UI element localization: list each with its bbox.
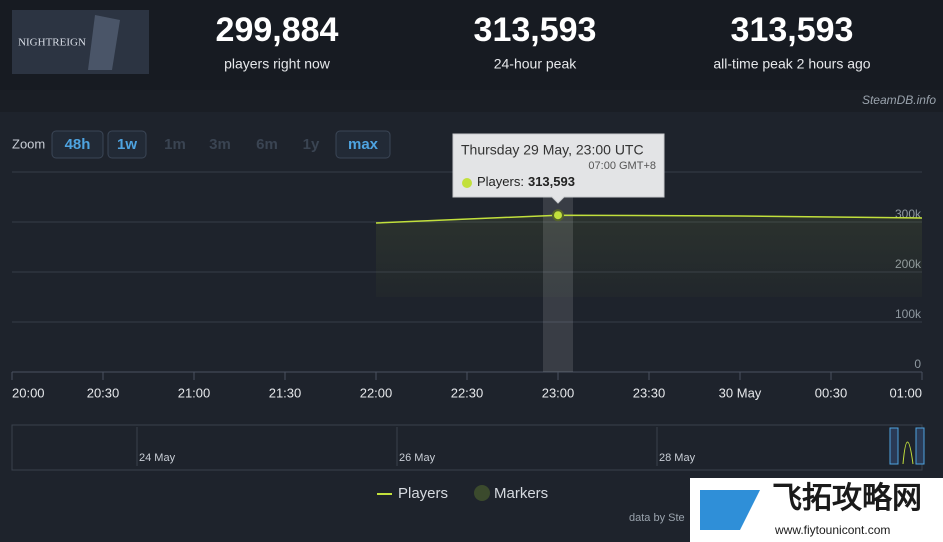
zoom-button-label[interactable]: 1w [117, 136, 137, 153]
zoom-button[interactable] [335, 130, 391, 159]
x-tick-label: 21:00 [178, 385, 211, 400]
tooltip-title: Thursday 29 May, 23:00 UTC [461, 142, 644, 158]
navigator-label: 24 May [139, 452, 176, 464]
x-tick-label: 00:30 [815, 385, 848, 400]
stat-value: 299,884 [216, 11, 339, 49]
line [375, 214, 923, 224]
legend-label[interactable]: Markers [494, 485, 548, 502]
x-tick-label: 30 May [719, 385, 762, 400]
x-tick-label: 20:00 [12, 385, 45, 400]
game-image [12, 10, 149, 74]
zoom-button[interactable] [107, 130, 147, 159]
watermark: 飞拓攻略网 [772, 482, 922, 515]
zoom-button[interactable] [51, 130, 104, 159]
x-tick-label: 22:00 [360, 385, 393, 400]
legend-label[interactable]: Players [398, 485, 448, 502]
watermark-logo [700, 490, 760, 530]
x-tick-label: 22:30 [451, 385, 484, 400]
x-tick-label: 21:30 [269, 385, 302, 400]
zoom-button-label[interactable]: 1y [303, 136, 320, 153]
stat-label: all-time peak 2 hours ago [713, 56, 870, 72]
credit: data by Ste [629, 512, 685, 524]
stat-label: players right now [224, 56, 331, 72]
legend: Players Markers [377, 485, 548, 502]
crosshair [543, 192, 573, 372]
watermark-url: www.fiytounicont.com [774, 523, 890, 537]
header-band [0, 0, 943, 90]
x-tick-label: 23:30 [633, 385, 666, 400]
plot: 0100k200k300k20:0020:3021:0021:3022:0022… [11, 133, 923, 400]
zoom-button-label[interactable]: max [348, 136, 379, 153]
tooltip [452, 133, 665, 204]
stat-value: 313,593 [731, 11, 854, 49]
navigator-label: 26 May [399, 452, 436, 464]
y-tick-label: 0 [914, 357, 921, 371]
tooltip-label: Players: 313,593 [477, 174, 575, 189]
zoom-label: Zoom [12, 136, 45, 151]
zoom-button-label[interactable]: 3m [209, 136, 231, 153]
image-figure [88, 15, 120, 70]
zoom-buttons: 48h 1w 1m 3m 6m 1y max [51, 130, 391, 159]
navigator-line [902, 441, 914, 465]
y-tick-label: 100k [895, 307, 922, 321]
area [376, 215, 922, 297]
navigator-label: 28 May [659, 452, 696, 464]
tooltip-series: Players: [477, 174, 524, 189]
source-band [0, 90, 943, 112]
point[interactable] [552, 209, 564, 222]
x-tick-label: 23:00 [542, 385, 575, 400]
tooltip-swatch [462, 178, 472, 188]
game-title: NIGHTREIGN [18, 37, 86, 49]
x-tick-label: 01:00 [889, 385, 922, 400]
navigator-ticks: 24 May 26 May 28 May [136, 427, 696, 466]
legend-swatch [474, 485, 490, 501]
tooltip-value: 313,593 [528, 174, 575, 189]
stat-value: 313,593 [474, 11, 597, 49]
zoom-button-label[interactable]: 6m [256, 136, 278, 153]
x-tick-label: 20:30 [87, 385, 120, 400]
stat-label: 24-hour peak [494, 56, 578, 72]
zoom-button-label[interactable]: 48h [65, 136, 91, 153]
zoom-button-label[interactable]: 1m [164, 136, 186, 153]
tooltip-subtitle: 07:00 GMT+8 [588, 160, 656, 172]
source: SteamDB.info [862, 93, 936, 107]
navigator-handle[interactable] [915, 427, 925, 465]
navigator-handle[interactable] [889, 427, 899, 465]
